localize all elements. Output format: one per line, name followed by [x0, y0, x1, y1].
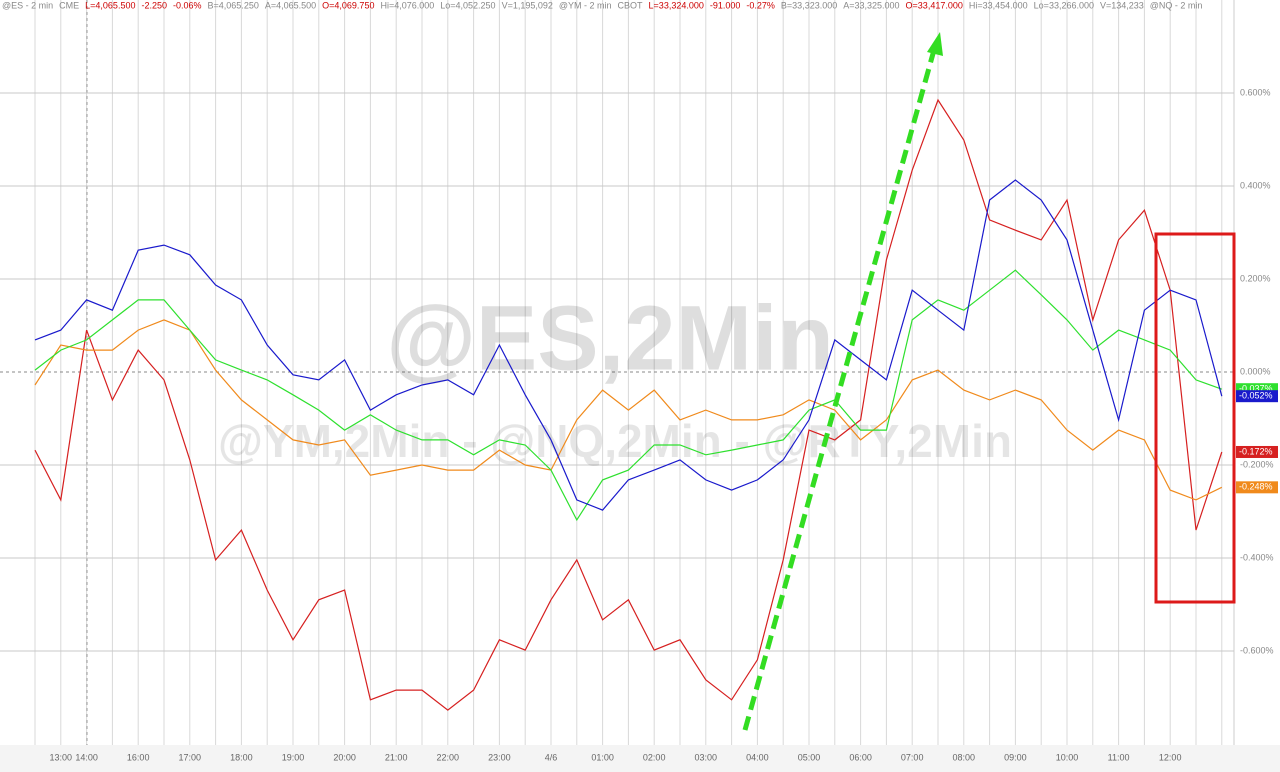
end-label-box: [1236, 481, 1278, 494]
header: @ES - 2 min CME L=4,065.500 -2.250 -0.06% B=4…: [2, 0, 1202, 10]
labels: 13:00 14:00 16:00 17:00 18:00 19:00 20:00 21:00…: [50, 87, 1278, 762]
x-tick-label: 14:00: [75, 752, 98, 762]
header-text: Hi=4,076.000: [380, 0, 434, 10]
x-tick-label: 21:00: [385, 752, 408, 762]
x-tick-label: 06:00: [849, 752, 872, 762]
x-tick-label: 23:00: [488, 752, 511, 762]
y-tick-label: -0.400%: [1240, 552, 1274, 562]
x-tick-label: 20:00: [333, 752, 356, 762]
y-tick-label: 0.600%: [1240, 87, 1271, 97]
x-tick-label: 02:00: [643, 752, 666, 762]
header-text: @YM - 2 min: [559, 0, 612, 10]
header-text: Lo=33,266.000: [1034, 0, 1094, 10]
end-label: -0.172%: [1239, 446, 1273, 456]
y-tick-label: -0.600%: [1240, 645, 1274, 655]
x-tick-label: 18:00: [230, 752, 253, 762]
end-label-box: [1236, 445, 1278, 458]
x-tick-label: 10:00: [1056, 752, 1079, 762]
x-tick-label: 13:00: [50, 752, 73, 762]
x-tick-label: 19:00: [282, 752, 305, 762]
x-tick-label: 4/6: [545, 752, 558, 762]
x-tick-label: 01:00: [591, 752, 614, 762]
end-label: -0.037%: [1239, 384, 1273, 394]
header-text: Lo=4,052.250: [440, 0, 495, 10]
header-text: -0.27%: [746, 0, 775, 10]
series-line: [34, 319, 1223, 501]
header-text: L=4,065.500: [85, 0, 135, 10]
grid: [0, 0, 1235, 745]
header-text: B=33,323.000: [781, 0, 837, 10]
watermark: @ES,2Min: [386, 287, 834, 389]
y-tick-label: 0.200%: [1240, 273, 1271, 283]
arrow-head: [927, 32, 943, 56]
series-line: [34, 98, 1223, 711]
x-tick-label: 08:00: [953, 752, 976, 762]
x-tick-label: 11:00: [1108, 752, 1130, 762]
header-text: -0.06%: [173, 0, 202, 10]
header-text: O=33,417.000: [906, 0, 963, 10]
header-text: @NQ - 2 min: [1150, 0, 1203, 10]
x-tick-label: 12:00: [1159, 752, 1182, 762]
series-line: [34, 269, 1223, 522]
x-tick-label: 03:00: [695, 752, 718, 762]
header-text: O=4,069.750: [322, 0, 374, 10]
header-text: CME: [59, 0, 79, 10]
x-tick-label: 05:00: [798, 752, 821, 762]
header-text: A=33,325.000: [843, 0, 899, 10]
highlight-box: [1154, 232, 1236, 604]
x-tick-label: 09:00: [1004, 752, 1027, 762]
x-tick-label: 22:00: [437, 752, 460, 762]
end-label: -0.248%: [1239, 482, 1273, 492]
x-tick-label: 04:00: [746, 752, 769, 762]
header-text: CBOT: [618, 0, 644, 10]
header-text: V=1,195,092: [502, 0, 553, 10]
header-text: B=4,065.250: [208, 0, 259, 10]
header-text: -2.250: [141, 0, 167, 10]
lines: [34, 98, 1223, 711]
header-text: L=33,324.000: [649, 0, 704, 10]
series-line: [34, 179, 1223, 511]
end-label: -0.052%: [1239, 391, 1273, 401]
y-tick-label: 0.000%: [1240, 366, 1271, 376]
x-tick-label: 07:00: [901, 752, 924, 762]
header-text: Hi=33,454.000: [969, 0, 1028, 10]
header-text: A=4,065.500: [265, 0, 316, 10]
x-axis-strip: [0, 745, 1280, 772]
x-tick-label: 16:00: [127, 752, 150, 762]
header-text: -91.000: [710, 0, 741, 10]
y-tick-label: -0.200%: [1240, 459, 1274, 469]
watermark-sub: @YM,2Min - @NQ,2Min - @RTY,2Min: [218, 415, 1012, 467]
trend-arrow: [742, 49, 937, 731]
header-text: @ES - 2 min: [2, 0, 53, 10]
x-tick-label: 17:00: [179, 752, 202, 762]
header-text: V=134,233: [1100, 0, 1144, 10]
y-tick-label: 0.400%: [1240, 180, 1271, 190]
end-label-box: [1236, 390, 1278, 403]
